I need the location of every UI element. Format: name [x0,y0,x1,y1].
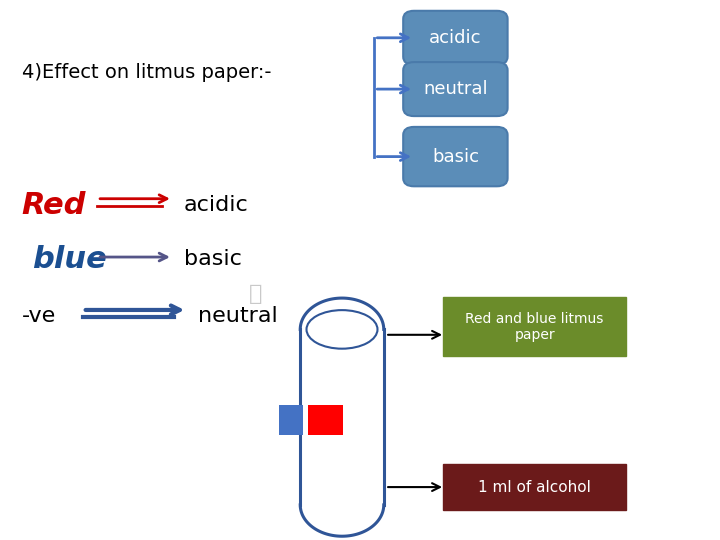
Text: 1 ml of alcohol: 1 ml of alcohol [478,480,591,495]
Bar [302,329,382,505]
Text: 4)Effect on litmus paper:-: 4)Effect on litmus paper:- [22,63,271,83]
Text: acidic: acidic [184,195,248,215]
FancyBboxPatch shape [279,405,303,435]
FancyBboxPatch shape [403,62,508,116]
Text: acidic: acidic [429,29,482,47]
Text: blue: blue [32,245,107,274]
Text: neutral: neutral [423,80,487,98]
FancyBboxPatch shape [403,11,508,65]
Text: -ve: -ve [22,306,56,326]
Text: Red and blue litmus
paper: Red and blue litmus paper [465,312,604,342]
Text: 🔊: 🔊 [249,284,262,305]
FancyBboxPatch shape [403,127,508,186]
Text: Red: Red [22,191,86,220]
Text: neutral: neutral [198,306,278,326]
Text: basic: basic [184,249,241,269]
Text: basic: basic [432,147,479,166]
FancyBboxPatch shape [443,464,626,510]
FancyBboxPatch shape [443,297,626,356]
FancyBboxPatch shape [308,405,343,435]
Ellipse shape [307,310,377,349]
